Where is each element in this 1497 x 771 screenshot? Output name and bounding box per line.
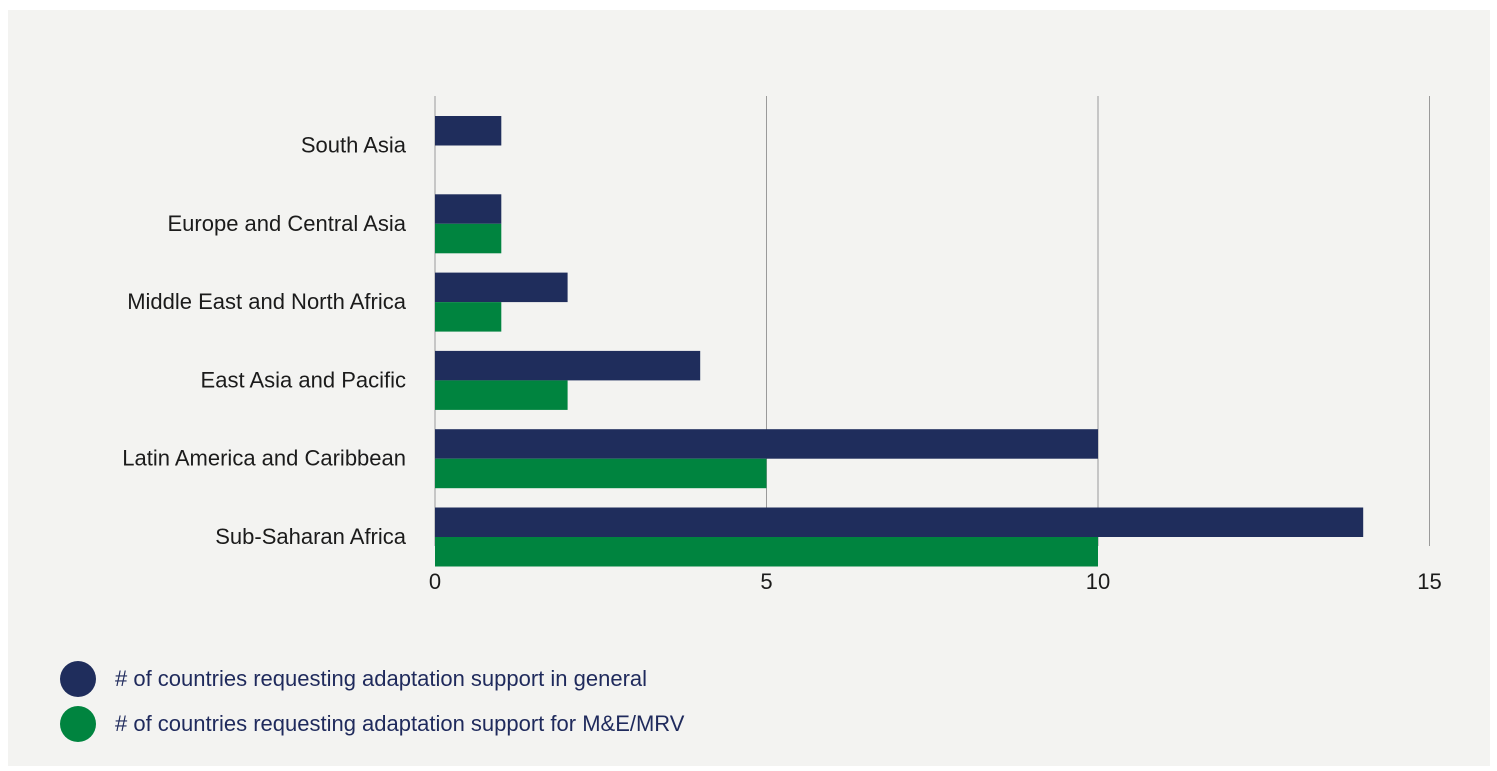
bar-general-4 [435, 429, 1098, 459]
legend-swatch-general [60, 660, 96, 697]
bar-me-mrv-2 [435, 302, 502, 332]
legend-swatch-me-mrv [60, 705, 96, 742]
legend-label-general: # of countries requesting adaptation sup… [115, 665, 648, 691]
category-label: Sub-Saharan Africa [215, 524, 407, 549]
category-label: Latin America and Caribbean [122, 446, 406, 471]
bar-general-3 [435, 350, 701, 381]
category-label: South Asia [301, 133, 407, 158]
bar-general-1 [435, 194, 502, 224]
bar-chart: South Asia Europe and Central Asia Middle … [122, 96, 1442, 594]
legend-item-general: # of countries requesting adaptation sup… [60, 656, 684, 701]
x-tick-label: 10 [1086, 569, 1110, 594]
bar-general-0 [435, 116, 502, 146]
category-label: Europe and Central Asia [168, 211, 407, 236]
legend: # of countries requesting adaptation sup… [60, 656, 684, 746]
x-tick-label: 5 [760, 569, 772, 594]
bar-general-5 [435, 507, 1364, 537]
chart-panel: South Asia Europe and Central Asia Middle … [8, 10, 1490, 766]
bar-me-mrv-3 [435, 380, 568, 410]
bar-me-mrv-5 [435, 537, 1098, 567]
x-tick-label: 0 [429, 569, 441, 594]
bar-general-2 [435, 272, 568, 303]
legend-item-me-mrv: # of countries requesting adaptation sup… [60, 701, 684, 746]
x-tick-label: 15 [1417, 569, 1441, 594]
bar-me-mrv-4 [435, 458, 767, 489]
legend-label-me-mrv: # of countries requesting adaptation sup… [115, 710, 685, 736]
category-label: East Asia and Pacific [201, 367, 406, 392]
bar-me-mrv-1 [435, 223, 502, 254]
category-label: Middle East and North Africa [127, 289, 407, 314]
